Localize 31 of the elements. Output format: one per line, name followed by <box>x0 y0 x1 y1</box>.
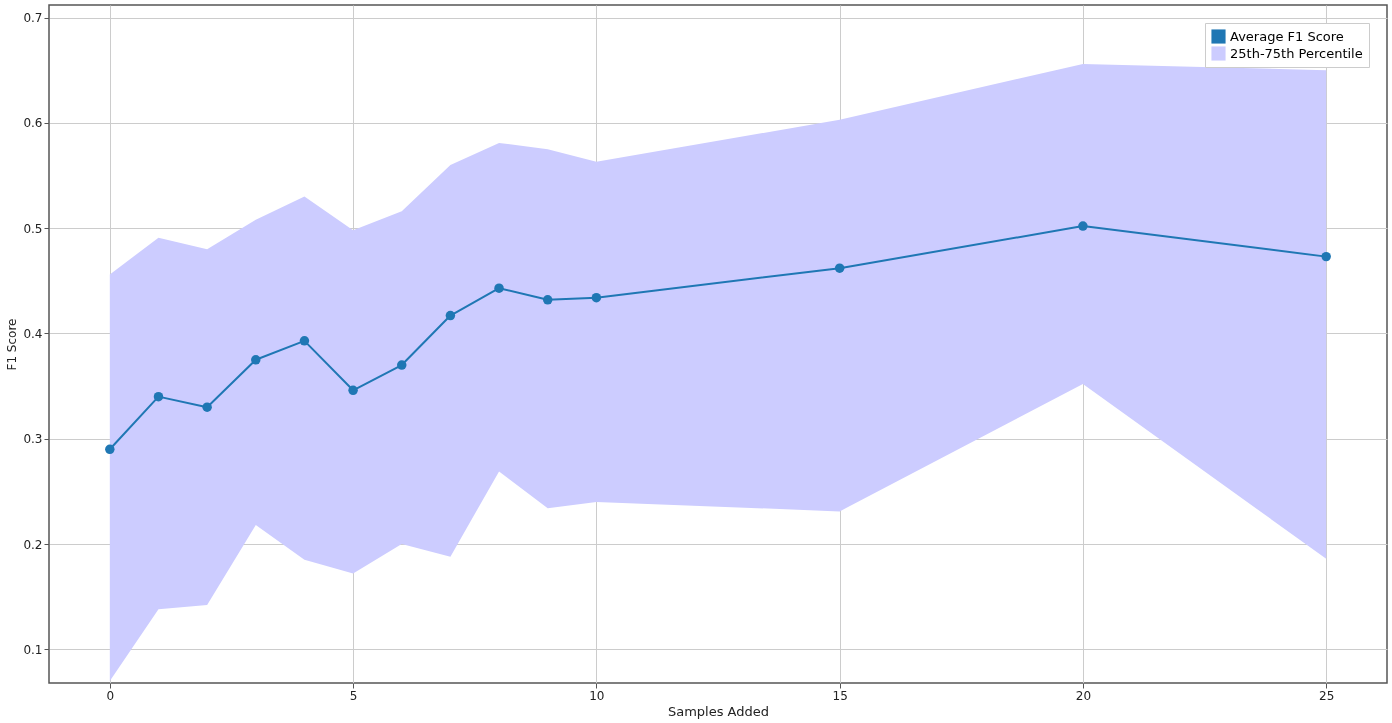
x-tick-label: 5 <box>349 688 358 703</box>
y-tick-label: 0.2 <box>23 537 43 552</box>
point <box>494 283 504 293</box>
point <box>542 295 553 305</box>
x-axis-title: Samples Added <box>667 703 770 719</box>
point <box>153 391 164 402</box>
point <box>251 355 261 365</box>
x-tick-label: 0 <box>106 688 115 703</box>
point <box>105 444 115 455</box>
y-tick-label: 0.1 <box>23 642 43 657</box>
point <box>445 310 456 321</box>
point <box>299 336 310 346</box>
x-tick-label: 10 <box>589 688 605 703</box>
y-tick-label: 0.3 <box>23 432 43 447</box>
legend-label: 25th-75th Percentile <box>1230 45 1363 61</box>
x-tick-label: 20 <box>1075 688 1092 703</box>
x-tick-label: 15 <box>832 688 848 703</box>
x-tick-label: 25 <box>1319 688 1335 703</box>
point <box>1078 221 1088 231</box>
point <box>1321 251 1331 262</box>
y-axis-title: F1 Score <box>5 318 20 371</box>
y-tick-label: 0.6 <box>23 116 43 131</box>
y-tick-label: 0.5 <box>23 221 43 236</box>
point <box>202 402 212 412</box>
point <box>591 292 602 303</box>
legend-label: Average F1 Score <box>1230 28 1344 44</box>
point <box>834 263 845 273</box>
y-tick-label: 0.7 <box>23 11 43 26</box>
y-tick-label: 0.4 <box>23 326 43 341</box>
point <box>348 385 358 396</box>
point <box>397 360 407 370</box>
